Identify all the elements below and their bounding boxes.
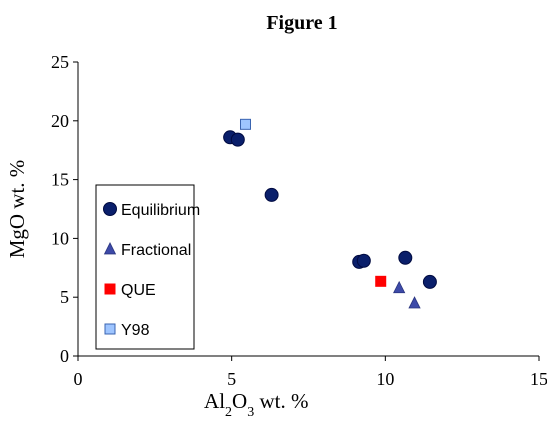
axes: 0 5 10 15 20 25 0 5 10 15 MgO wt. % Al2O3 wt. %: [5, 52, 547, 420]
y-tick-label: 25: [51, 52, 69, 72]
x-tick-label: 5: [227, 369, 236, 389]
data-point-equilibrium: [398, 250, 413, 265]
y-tick-label: 15: [51, 170, 69, 190]
data-point-fractional: [408, 296, 421, 309]
y-tick-label: 10: [51, 228, 69, 248]
data-point-equilibrium: [422, 274, 437, 289]
x-tick-label: 10: [376, 369, 394, 389]
legend-marker-equilibrium: [103, 202, 117, 216]
legend-label-equilibrium: Equilibrium: [121, 202, 200, 219]
data-point-y98: [239, 118, 251, 130]
data-point-equilibrium: [356, 253, 371, 268]
legend: Equilibrium Fractional QUE Y98: [95, 184, 200, 350]
data-point-equilibrium: [230, 132, 245, 147]
y-tick-label: 20: [51, 111, 69, 131]
x-tick-label: 0: [74, 369, 83, 389]
data-point-equilibrium: [264, 187, 279, 202]
data-point-fractional: [393, 280, 406, 294]
x-axis-label: Al2O3 wt. %: [204, 389, 308, 420]
legend-label-y98: Y98: [121, 322, 150, 339]
legend-marker-fractional: [103, 242, 117, 255]
x-tick-label: 15: [530, 369, 547, 389]
y-axis-label: MgO wt. %: [5, 160, 29, 259]
y-tick-label: 0: [60, 346, 69, 366]
chart-title: Figure 1: [266, 12, 337, 34]
data-point-que: [375, 275, 387, 287]
legend-marker-que: [104, 283, 116, 295]
legend-label-fractional: Fractional: [121, 242, 191, 259]
data-marks: [223, 118, 437, 309]
y-tick-label: 5: [60, 287, 69, 307]
legend-label-que: QUE: [121, 282, 156, 299]
legend-marker-y98: [104, 323, 116, 335]
